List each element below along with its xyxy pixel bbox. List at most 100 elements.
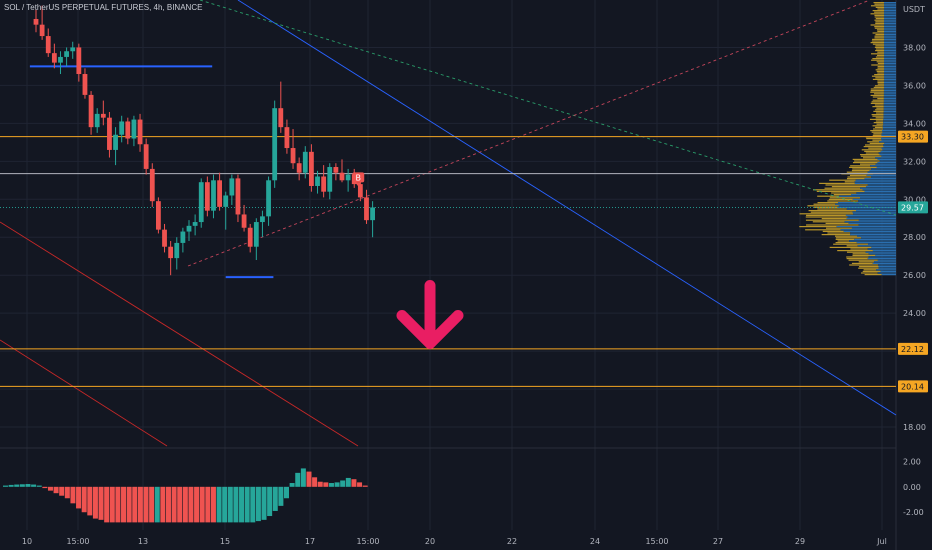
candle-body bbox=[321, 176, 327, 192]
candle-body bbox=[357, 184, 363, 198]
profile-bar-blue bbox=[883, 82, 896, 84]
profile-bar-blue bbox=[862, 189, 896, 191]
profile-bar-gold bbox=[850, 165, 871, 167]
profile-bar-blue bbox=[884, 18, 896, 20]
profile-bar-gold bbox=[871, 40, 884, 42]
histogram-bar bbox=[345, 477, 351, 487]
profile-bar-gold bbox=[874, 104, 884, 106]
price-label-value: 29.57 bbox=[901, 203, 924, 212]
profile-bar-gold bbox=[872, 10, 884, 12]
profile-bar-blue bbox=[881, 130, 896, 132]
profile-bar-blue bbox=[881, 155, 896, 157]
profile-bar-gold bbox=[875, 34, 884, 36]
profile-bar-gold bbox=[827, 232, 851, 234]
profile-bar-gold bbox=[862, 270, 881, 272]
currency-label: USDT bbox=[903, 5, 925, 14]
profile-bar-blue bbox=[871, 246, 896, 248]
profile-bar-blue bbox=[860, 187, 896, 189]
profile-bar-gold bbox=[860, 163, 876, 165]
profile-bar-gold bbox=[805, 216, 848, 218]
profile-bar-gold bbox=[835, 237, 862, 239]
candle-body bbox=[70, 47, 76, 52]
profile-bar-gold bbox=[805, 229, 841, 231]
channel-line-red-upper[interactable] bbox=[0, 221, 359, 447]
profile-bar-blue bbox=[871, 176, 896, 178]
histogram-bar bbox=[42, 486, 48, 489]
profile-bar-gold bbox=[874, 46, 884, 48]
profile-bar-blue bbox=[837, 206, 896, 208]
histogram-bar bbox=[59, 486, 65, 496]
oscillator-histogram bbox=[3, 468, 368, 523]
profile-bar-blue bbox=[878, 267, 896, 269]
profile-bar-gold bbox=[822, 230, 844, 232]
profile-bar-blue bbox=[835, 203, 896, 205]
profile-bar-blue bbox=[844, 221, 896, 223]
profile-bar-blue bbox=[884, 8, 896, 10]
profile-bar-gold bbox=[877, 30, 884, 32]
histogram-bar bbox=[25, 484, 31, 487]
profile-bar-gold bbox=[831, 186, 867, 188]
profile-bar-blue bbox=[882, 144, 896, 146]
time-tick-label: 27 bbox=[713, 537, 723, 546]
candle-body bbox=[253, 222, 259, 247]
candle-body bbox=[51, 53, 57, 63]
profile-bar-gold bbox=[846, 251, 866, 253]
profile-bar-gold bbox=[877, 82, 884, 84]
trend-line-dashed-green[interactable] bbox=[199, 0, 897, 216]
profile-bar-blue bbox=[840, 229, 896, 231]
profile-bar-blue bbox=[884, 30, 896, 32]
profile-bar-blue bbox=[884, 34, 896, 36]
profile-bar-blue bbox=[883, 99, 896, 101]
profile-bar-blue bbox=[883, 104, 896, 106]
profile-bar-blue bbox=[851, 227, 896, 229]
histogram-bar bbox=[317, 481, 323, 487]
profile-bar-gold bbox=[805, 219, 859, 221]
channel-line-red-lower[interactable] bbox=[0, 339, 168, 447]
candle-body bbox=[149, 168, 155, 202]
signal-badge-box bbox=[352, 172, 365, 183]
time-tick-label: 15:00 bbox=[66, 537, 89, 546]
histogram-bar bbox=[205, 486, 211, 523]
profile-bar-gold bbox=[874, 19, 884, 21]
profile-bar-gold bbox=[849, 264, 879, 266]
profile-bar-gold bbox=[874, 16, 884, 18]
profile-bar-blue bbox=[883, 46, 896, 48]
profile-bar-gold bbox=[849, 174, 867, 176]
volume-profile bbox=[799, 2, 896, 276]
profile-bar-gold bbox=[817, 208, 847, 210]
chart-title: SOL / TetherUS PERPETUAL FUTURES, 4h, BI… bbox=[4, 3, 202, 12]
profile-bar-gold bbox=[870, 94, 884, 96]
profile-bar-blue bbox=[883, 90, 896, 92]
profile-bar-gold bbox=[862, 157, 876, 159]
profile-bar-gold bbox=[875, 50, 884, 52]
time-axis[interactable]: 10 15:00 13 15 17 15:00 20 22 24 15:00 27 29 Jul bbox=[22, 537, 887, 546]
profile-bar-gold bbox=[872, 78, 884, 80]
profile-bar-blue bbox=[881, 139, 896, 141]
profile-bar-blue bbox=[884, 11, 896, 13]
profile-bar-gold bbox=[876, 123, 884, 125]
profile-bar-blue bbox=[870, 165, 896, 167]
profile-bar-blue bbox=[854, 182, 896, 184]
price-axis[interactable]: 38.00 36.00 34.00 32.00 30.00 28.00 26.00 24.00… bbox=[903, 43, 926, 432]
profile-bar-blue bbox=[883, 62, 896, 64]
profile-bar-blue bbox=[869, 170, 896, 172]
candle-body bbox=[327, 167, 333, 192]
candle-body bbox=[64, 51, 69, 57]
profile-bar-gold bbox=[872, 115, 884, 117]
candle-body bbox=[272, 108, 278, 181]
profile-bar-blue bbox=[883, 67, 896, 69]
trend-line-dashed-red[interactable] bbox=[187, 0, 871, 267]
profile-bar-gold bbox=[870, 24, 884, 26]
profile-bar-gold bbox=[863, 146, 884, 148]
profile-bar-blue bbox=[847, 216, 896, 218]
time-tick-label: 15:00 bbox=[645, 537, 668, 546]
profile-bar-blue bbox=[867, 184, 896, 186]
profile-bar-gold bbox=[860, 154, 880, 156]
histogram-bar bbox=[165, 486, 171, 523]
signal-badge-tail bbox=[355, 182, 362, 187]
profile-bar-gold bbox=[829, 179, 856, 181]
profile-bar-gold bbox=[869, 142, 885, 144]
profile-bar-gold bbox=[835, 242, 857, 244]
profile-bar-gold bbox=[870, 102, 884, 104]
